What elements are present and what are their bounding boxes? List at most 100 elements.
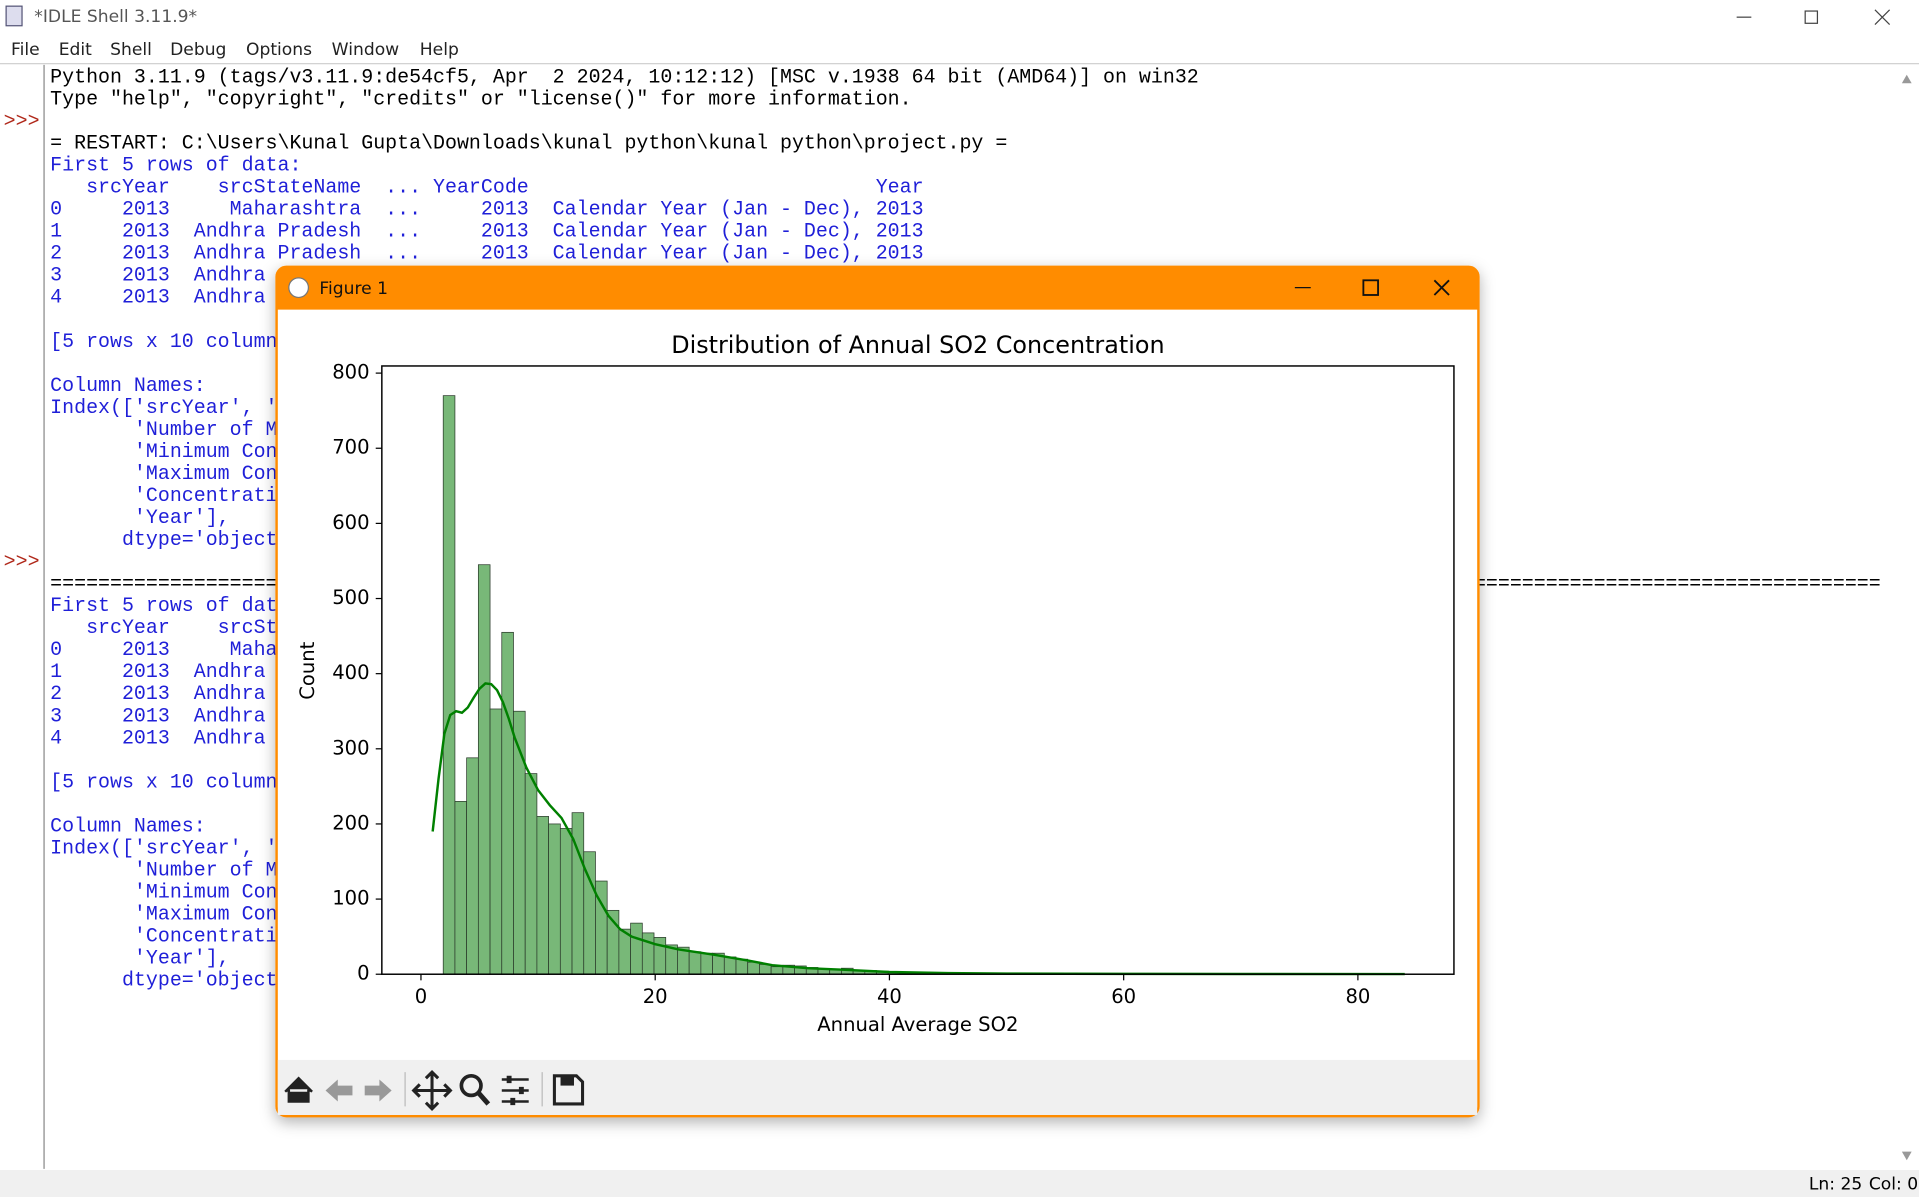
app-icon <box>5 5 23 27</box>
bar <box>735 958 749 975</box>
shell-line: 3 2013 Andhra <box>50 704 277 727</box>
back-button[interactable] <box>325 1079 353 1102</box>
figure-title: Figure 1 <box>319 279 388 299</box>
close[interactable] <box>1874 9 1891 25</box>
bar <box>770 966 784 975</box>
x-tick-label: 0 <box>415 985 427 1008</box>
menu-item[interactable]: Edit <box>59 40 92 60</box>
shell-line: Type "help", "copyright", "credits" or "… <box>50 87 911 110</box>
shell-line: 'Year'], <box>50 506 229 529</box>
bar <box>688 951 702 975</box>
pan-button[interactable] <box>411 1069 453 1112</box>
menu-item[interactable]: Help <box>420 40 459 60</box>
bar <box>536 816 549 975</box>
prompt: >>> <box>4 550 40 573</box>
y-axis-label: Count <box>296 641 319 699</box>
x-tick-label: 20 <box>643 985 668 1008</box>
bar <box>723 956 737 975</box>
y-tick-label: 600 <box>332 511 369 534</box>
x-tick-label: 40 <box>877 985 902 1008</box>
y-tick-label: 700 <box>332 436 369 459</box>
y-tick-label: 0 <box>357 962 369 985</box>
y-tick-label: 300 <box>332 736 369 759</box>
home-button[interactable] <box>284 1076 313 1103</box>
prompt: >>> <box>4 109 40 132</box>
shell-line: 'Concentrati <box>50 484 277 507</box>
bar <box>477 564 491 975</box>
x-axis-label: Annual Average SO2 <box>817 1013 1018 1036</box>
shell-line: 0 2013 Maha <box>50 638 277 661</box>
shell-line: 3 2013 Andhra <box>50 264 277 287</box>
shell-line: 2 2013 Andhra Pradesh ... 2013 Calendar … <box>50 242 923 265</box>
figure-maximize[interactable] <box>1362 279 1379 296</box>
shell-line: Column Names: <box>50 374 206 397</box>
kde-line <box>431 682 1405 976</box>
x-tick-label: 60 <box>1111 985 1136 1008</box>
menu-bar: File Edit Shell Debug Options Window Help <box>11 40 459 60</box>
shell-line: 'Maximum Con <box>50 903 277 926</box>
y-tick-label: 400 <box>332 661 369 684</box>
forward-button[interactable] <box>364 1079 392 1102</box>
shell-line: 0 2013 Maharashtra ... 2013 Calendar Yea… <box>50 198 923 221</box>
bar <box>571 812 585 975</box>
window-title: *IDLE Shell 3.11.9* <box>34 7 197 27</box>
bar <box>466 757 479 975</box>
shell-line: 'Minimum Con <box>50 440 277 463</box>
configure-knobs <box>506 1075 524 1106</box>
status-bar <box>0 1170 1919 1197</box>
shell-line: 'Number of M <box>50 418 277 441</box>
bar <box>559 828 573 975</box>
zoom-button[interactable] <box>459 1073 483 1098</box>
status-line: Ln: 25 <box>1809 1175 1862 1195</box>
shell-line: 4 2013 Andhra <box>50 286 277 309</box>
y-tick-label: 200 <box>332 811 369 834</box>
bar <box>442 395 456 975</box>
menu-item[interactable]: Shell <box>110 40 152 60</box>
shell-line: dtype='object <box>50 528 277 551</box>
bar <box>501 631 514 975</box>
shell-line: 'Concentrati <box>50 925 277 948</box>
shell-line: dtype='object <box>50 969 277 992</box>
bar <box>759 964 772 975</box>
y-tick-label: 100 <box>332 887 369 910</box>
figure-icon <box>288 277 310 299</box>
bar <box>630 922 643 975</box>
plot-frame <box>381 365 1455 975</box>
bar <box>548 823 561 975</box>
figure-titlebar <box>276 266 1479 310</box>
status-col: Col: 0 <box>1869 1175 1918 1195</box>
shell-line: 2 2013 Andhra <box>50 682 277 705</box>
shell-line: 'Number of M <box>50 858 277 881</box>
menu-item[interactable]: Debug <box>170 40 226 60</box>
shell-line: [5 rows x 10 column <box>50 770 277 793</box>
save-button[interactable] <box>552 1074 585 1106</box>
shell-line: 4 2013 Andhra <box>50 726 277 749</box>
shell-line: srcYear srcStateName ... YearCode Year <box>50 176 923 199</box>
bar <box>524 773 538 975</box>
bar <box>454 801 468 975</box>
menu-item[interactable]: Window <box>332 40 400 60</box>
figure-close[interactable] <box>1433 279 1450 296</box>
shell-line: 1 2013 Andhra <box>50 660 277 683</box>
menu-item[interactable]: Options <box>246 40 312 60</box>
shell-line: = RESTART: C:\Users\Kunal Gupta\Download… <box>50 131 1007 154</box>
zoom-handle <box>476 1091 491 1106</box>
shell-line: Index(['srcYear', ' <box>50 396 277 419</box>
shell-line: 'Year'], <box>50 947 229 970</box>
shell-line: Index(['srcYear', ' <box>50 836 277 859</box>
shell-line: 'Minimum Con <box>50 880 277 903</box>
shell-line: Python 3.11.9 (tags/v3.11.9:de54cf5, Apr… <box>50 65 1199 88</box>
shell-line: First 5 rows of dat <box>50 594 277 617</box>
y-tick-label: 500 <box>332 586 369 609</box>
scrollbar[interactable] <box>1894 64 1919 1171</box>
save-icon-part <box>560 1077 574 1086</box>
x-tick-label: 80 <box>1345 985 1370 1008</box>
bar <box>653 937 667 975</box>
menu-item[interactable]: File <box>11 40 40 60</box>
bar <box>489 708 503 975</box>
shell-line: 1 2013 Andhra Pradesh ... 2013 Calendar … <box>50 220 923 243</box>
chart: Distribution of Annual SO2 Concentration… <box>296 331 1455 1036</box>
restore[interactable] <box>1804 10 1819 24</box>
y-tick-label: 800 <box>332 361 369 384</box>
